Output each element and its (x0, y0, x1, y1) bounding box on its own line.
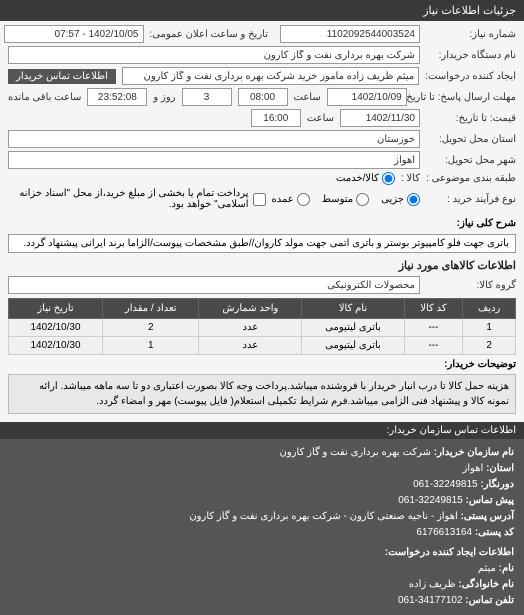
goods-radio-group: کالا/خدمت (336, 172, 395, 185)
purchase-process-label: نوع فرآیند خرید : (426, 194, 516, 205)
radio-bulk[interactable] (297, 193, 310, 206)
contact-body: نام سازمان خریدار: شرکت بهره برداری نفت … (0, 439, 524, 615)
buyer-notes-label: توضیحات خریدار: (444, 359, 516, 370)
delivery-province-label: استان محل تحویل: (426, 134, 516, 145)
col-qty: تعداد / مقدار (103, 299, 199, 319)
deadline-send-date-input[interactable] (327, 88, 407, 106)
goods-table: ردیف کد کالا نام کالا واحد شمارش تعداد /… (8, 298, 516, 355)
price-until-label: قیمت: تا تاریخ: (426, 113, 516, 124)
col-unit: واحد شمارش (199, 299, 302, 319)
treasury-checkbox[interactable] (253, 193, 266, 206)
cell: --- (404, 337, 463, 355)
cell: 2 (103, 319, 199, 337)
col-date: تاریخ نیاز (9, 299, 103, 319)
request-number-label: شماره نیاز: (426, 29, 516, 40)
contact-org: شرکت بهره برداری نفت و گاز کارون (280, 447, 431, 458)
contact-tel-label: تلفن تماس: (465, 595, 514, 606)
goods-group-input[interactable] (8, 276, 420, 294)
table-header-row: ردیف کد کالا نام کالا واحد شمارش تعداد /… (9, 299, 516, 319)
goods-section-title: اطلاعات کالاهای مورد نیاز (8, 255, 516, 276)
contact-creator-header: اطلاعات ایجاد کننده درخواست: (385, 547, 514, 558)
buyer-org-label: نام دستگاه خریدار: (426, 50, 516, 61)
cell: باتری لیتیومی (302, 337, 404, 355)
contact-name: میثم (478, 563, 496, 574)
days-text: روز و (153, 92, 175, 103)
request-number-input[interactable] (280, 25, 420, 43)
package-type-label: طبقه بندی موضوعی : (426, 173, 516, 184)
need-title-label: شرح کلی نیاز: (457, 216, 516, 231)
price-until-time-input[interactable] (251, 109, 301, 127)
contact-postal-label: کد پستی: (475, 527, 514, 538)
cell: 1 (103, 337, 199, 355)
contact-header: اطلاعات تماس سازمان خریدار: (0, 422, 524, 439)
radio-partial[interactable] (407, 193, 420, 206)
radio-goods[interactable] (382, 172, 395, 185)
page-header: جزئیات اطلاعات نیاز (0, 0, 524, 21)
contact-phone-label: پیش تماس: (466, 495, 514, 506)
delivery-city-input[interactable] (8, 151, 420, 169)
time-label-1: ساعت (294, 92, 321, 103)
table-row: 1 --- باتری لیتیومی عدد 2 1402/10/30 (9, 319, 516, 337)
price-until-date-input[interactable] (340, 109, 420, 127)
contact-lastname: ظریف زاده (409, 579, 456, 590)
delivery-province-input[interactable] (8, 130, 420, 148)
treasury-note: پرداخت تمام یا بخشی از مبلغ خرید،از محل … (8, 188, 249, 210)
contact-address: اهواز - ناحیه صنعتی کارون - شرکت بهره بر… (189, 511, 457, 522)
announce-date-input[interactable] (4, 25, 144, 43)
size-radio-group: جزیی متوسط عمده (272, 193, 421, 206)
deadline-send-time-input[interactable] (238, 88, 288, 106)
contact-fax: 32249815-061 (413, 479, 478, 490)
radio-bulk-label: عمده (272, 194, 294, 205)
contact-address-label: آدرس پستی: (461, 511, 514, 522)
radio-medium-label: متوسط (322, 194, 353, 205)
requester-label: ایجاد کننده درخواست: (425, 71, 516, 82)
cell: 1402/10/30 (9, 337, 103, 355)
radio-partial-label: جزیی (381, 194, 404, 205)
contact-link-button[interactable]: اطلاعات تماس خریدار (8, 69, 116, 84)
buyer-notes-box: هزینه حمل کالا تا درب انبار خریدار با فر… (8, 374, 516, 414)
col-code: کد کالا (404, 299, 463, 319)
form-section: شماره نیاز: تاریخ و ساعت اعلان عمومی: نا… (0, 21, 524, 422)
goods-group-label: گروه کالا: (426, 280, 516, 291)
radio-goods-label: کالا/خدمت (336, 173, 379, 184)
delivery-city-label: شهر محل تحویل: (426, 155, 516, 166)
deadline-send-label: مهلت ارسال پاسخ: تا تاریخ: (413, 92, 516, 103)
radio-medium[interactable] (356, 193, 369, 206)
contact-lastname-label: نام خانوادگی: (458, 579, 514, 590)
contact-tel: 34177102-061 (398, 595, 463, 606)
days-remain-input (182, 88, 232, 106)
buyer-org-input[interactable] (8, 46, 420, 64)
contact-org-label: نام سازمان خریدار: (434, 447, 514, 458)
cell: 1 (463, 319, 516, 337)
col-name: نام کالا (302, 299, 404, 319)
cell: 2 (463, 337, 516, 355)
cell: عدد (199, 337, 302, 355)
contact-phone: 32249815-061 (398, 495, 463, 506)
need-title-box: باتری جهت فلو کامپیوتر بوستر و باتری اتم… (8, 234, 516, 253)
cell: --- (404, 319, 463, 337)
time-remain-input (87, 88, 147, 106)
time-label-2: ساعت (307, 113, 334, 124)
contact-province-label: استان: (486, 463, 514, 474)
requester-input[interactable] (122, 67, 419, 85)
contact-name-label: نام: (499, 563, 514, 574)
cell: باتری لیتیومی (302, 319, 404, 337)
cell: 1402/10/30 (9, 319, 103, 337)
page-title: جزئیات اطلاعات نیاز (423, 5, 516, 17)
announce-date-label: تاریخ و ساعت اعلان عمومی: (150, 29, 269, 40)
time-remain-text: ساعت باقی مانده (8, 92, 81, 103)
col-row: ردیف (463, 299, 516, 319)
goods-label: کالا : (401, 173, 420, 184)
contact-postal: 6176613164 (416, 527, 472, 538)
cell: عدد (199, 319, 302, 337)
contact-province: اهواز (462, 463, 483, 474)
table-row: 2 --- باتری لیتیومی عدد 1 1402/10/30 (9, 337, 516, 355)
contact-fax-label: دورنگار: (480, 479, 514, 490)
